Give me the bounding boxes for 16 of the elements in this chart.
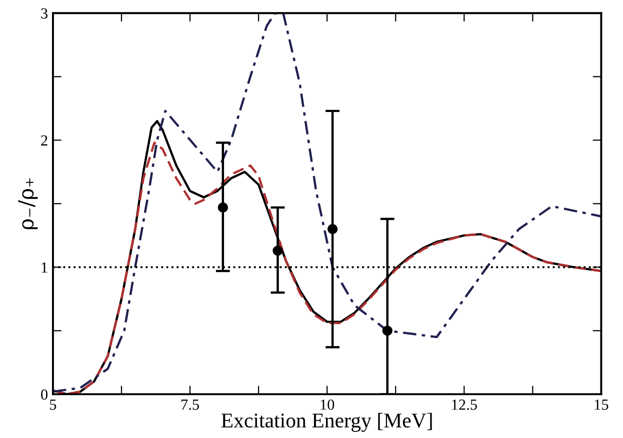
point [382,326,392,336]
x-axis-title: Excitation Energy [MeV] [221,412,432,432]
x-tick-label: 12.5 [452,400,477,410]
x-tick-label: 15 [594,400,608,410]
y-tick-label: 3 [41,8,48,19]
x-tick-label: 7.5 [181,400,199,410]
point [327,224,338,234]
y-tick-label: 2 [41,135,48,146]
y-tick-label: 0 [41,389,48,400]
y-axis-title: ρ₋/ρ₊ [18,178,38,230]
x-tick-label: 5 [50,400,56,410]
point [218,202,228,213]
x-tick-label: 10 [320,400,334,410]
point [272,246,283,256]
line-series [52,13,602,393]
y-tick-label: 1 [42,262,48,272]
